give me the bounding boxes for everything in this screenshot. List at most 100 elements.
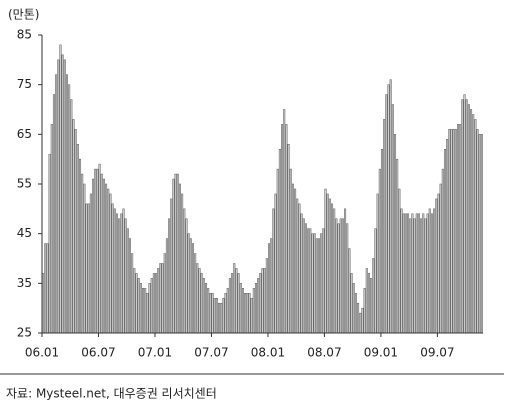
x-tick-label: 06.07: [81, 346, 115, 360]
y-tick-label: 85: [17, 28, 32, 42]
bar: [165, 238, 168, 334]
bar: [50, 124, 53, 334]
bar: [331, 203, 334, 334]
bar: [409, 218, 412, 334]
bar: [70, 99, 73, 334]
bar: [83, 183, 86, 334]
y-axis-unit: (만톤): [8, 8, 39, 22]
bar: [370, 278, 373, 334]
bar: [170, 198, 173, 334]
bar: [304, 223, 307, 334]
bar: [187, 233, 190, 334]
bar: [344, 208, 347, 334]
bar: [174, 173, 177, 334]
bar: [61, 54, 64, 334]
bar: [220, 302, 223, 334]
bar: [150, 278, 153, 334]
bar: [202, 278, 205, 334]
bar: [448, 129, 451, 334]
bar: [224, 293, 227, 334]
bar: [94, 168, 97, 334]
bar: [415, 213, 418, 334]
bar: [281, 124, 284, 334]
bar: [205, 283, 208, 334]
bar: [87, 203, 90, 334]
bar: [285, 124, 288, 334]
bar: [222, 297, 225, 334]
bar: [339, 218, 342, 334]
bar: [376, 193, 379, 334]
bar: [426, 213, 429, 334]
bar: [135, 273, 138, 334]
bar: [209, 293, 212, 334]
bar: [181, 193, 184, 334]
bar: [102, 178, 105, 334]
bar: [100, 173, 103, 334]
bar: [46, 243, 49, 334]
bar: [268, 243, 271, 334]
bar: [474, 119, 477, 334]
bar: [68, 84, 71, 334]
bar: [189, 238, 192, 334]
bar: [437, 193, 440, 334]
bar: [79, 158, 82, 334]
bar: [428, 208, 431, 334]
bar: [465, 99, 468, 334]
bar: [317, 238, 320, 334]
bar: [241, 288, 244, 334]
bar: [359, 312, 362, 334]
bar: [357, 302, 360, 334]
bar: [172, 178, 175, 334]
bar: [250, 297, 253, 334]
bar: [244, 293, 247, 334]
bar: [176, 173, 179, 334]
bar: [257, 278, 260, 334]
bar: [459, 124, 462, 334]
bar: [289, 168, 292, 334]
bar: [148, 283, 151, 334]
bar: [348, 248, 351, 334]
bar: [157, 268, 160, 334]
source-note: 자료: Mysteel.net, 대우증권 리서치센터: [6, 387, 217, 401]
bar: [185, 218, 188, 334]
bar: [215, 297, 218, 334]
bar: [237, 273, 240, 334]
bar: [398, 188, 401, 334]
bar: [470, 109, 473, 334]
bar: [233, 263, 236, 334]
bar: [142, 288, 145, 334]
bar: [441, 168, 444, 334]
bar: [337, 223, 340, 334]
bar: [420, 218, 423, 334]
bar: [430, 213, 433, 334]
bar: [443, 148, 446, 334]
y-tick-label: 25: [17, 326, 32, 340]
x-tick-label: 08.01: [251, 346, 285, 360]
bar: [137, 278, 140, 334]
bar: [380, 148, 383, 334]
bar: [76, 144, 79, 334]
bar: [383, 119, 386, 334]
bar: [178, 183, 181, 334]
bar: [402, 213, 405, 334]
bar: [311, 233, 314, 334]
bar: [226, 288, 229, 334]
bar: [298, 203, 301, 334]
bar: [252, 288, 255, 334]
bar: [131, 253, 134, 334]
bar: [42, 273, 45, 334]
bar: [354, 293, 357, 334]
bar: [322, 228, 325, 334]
bar: [363, 288, 366, 334]
bar: [59, 44, 62, 334]
bar: [120, 213, 123, 334]
bar: [155, 273, 158, 334]
bar: [291, 183, 294, 334]
bar: [126, 228, 129, 334]
bar: [113, 208, 116, 334]
bar: [365, 268, 368, 334]
bar: [122, 208, 125, 334]
bar: [417, 213, 420, 334]
bar: [422, 213, 425, 334]
